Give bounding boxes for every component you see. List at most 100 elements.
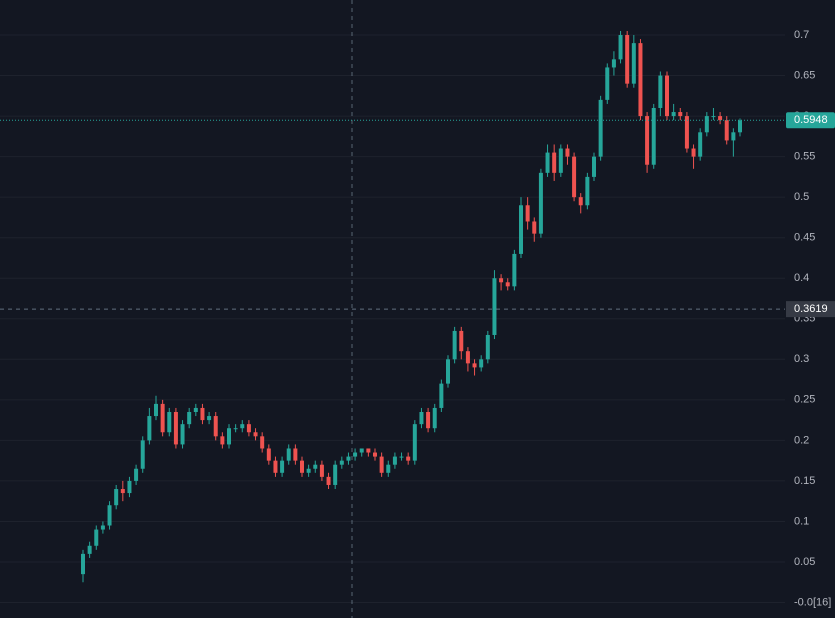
candle-body [313, 464, 318, 469]
candle-body [499, 278, 504, 283]
y-tick-label: 0.15 [794, 475, 815, 487]
candle-body [213, 416, 218, 437]
candle-body [651, 107, 656, 165]
y-tick-label: 0.7 [794, 29, 809, 41]
candle-body [379, 456, 384, 473]
candle-body [260, 436, 265, 449]
candle-body [140, 440, 145, 469]
candle-body [333, 464, 338, 485]
candle-body [691, 148, 696, 157]
candle-body [114, 489, 119, 506]
candle-body [452, 330, 457, 360]
candle-body [81, 553, 85, 575]
y-tick-label: 0.05 [794, 556, 815, 568]
candle-body [565, 148, 570, 157]
candle-body [227, 428, 231, 445]
candle-body [240, 424, 245, 429]
candle-body [532, 221, 537, 234]
candle-body [718, 116, 723, 121]
candle-body [519, 205, 523, 254]
candle-body [485, 334, 490, 360]
candle-body [280, 460, 285, 473]
candle-body [505, 282, 510, 287]
y-tick-label: -0.0[16] [794, 596, 831, 608]
y-tick-label: 0.65 [794, 69, 815, 81]
candle-body [492, 278, 497, 335]
candle-body [193, 407, 198, 412]
candle-body [704, 116, 709, 133]
candle-body [319, 464, 324, 477]
candle-body [684, 116, 689, 149]
y-tick-label: 0.1 [794, 515, 809, 527]
candle-body [724, 120, 729, 141]
candle-body [426, 412, 431, 429]
y-tick-label: 0.45 [794, 232, 815, 244]
candle-body [459, 330, 464, 352]
candle-body [286, 448, 291, 461]
candle-body [326, 476, 331, 485]
y-tick-label: 0.3 [794, 353, 809, 365]
candle-body [645, 116, 650, 165]
candle-body [611, 59, 616, 68]
candle-body [154, 403, 158, 417]
candle-body [731, 132, 736, 141]
candle-body [173, 412, 178, 445]
candle-body [160, 403, 165, 433]
candle-body [738, 120, 742, 133]
y-tick-label: 0.5 [794, 191, 809, 203]
candle-body [558, 148, 563, 173]
candle-body [373, 452, 377, 457]
candle-body [625, 35, 630, 84]
candle-body [220, 436, 225, 445]
candle-body [585, 176, 590, 206]
last-price-label: 0.5948 [794, 114, 828, 126]
candle-body [353, 452, 358, 457]
candle-body [592, 156, 596, 177]
candle-body [465, 351, 470, 364]
candle-body [127, 480, 132, 494]
candle-body [147, 416, 152, 441]
candle-body [300, 460, 304, 473]
candle-body [392, 456, 397, 465]
candle-body [233, 428, 238, 430]
candle-body [386, 464, 391, 473]
y-tick-label: 0.2 [794, 434, 809, 446]
candle-body [538, 172, 543, 234]
candle-body [120, 489, 125, 494]
crosshair-tag [786, 301, 835, 318]
y-tick-label: 0.55 [794, 151, 815, 163]
candle-body [187, 412, 192, 425]
candle-body [273, 460, 278, 473]
candle-body [406, 456, 411, 461]
candle-body [306, 468, 311, 473]
candle-body [618, 35, 623, 60]
candle-body [107, 505, 112, 526]
candle-body [439, 383, 444, 408]
candle-body [638, 43, 643, 117]
candle-body [246, 424, 251, 433]
crosshair-label: 0.3619 [794, 303, 828, 315]
candle-body [180, 424, 185, 445]
candle-body [293, 448, 298, 461]
candle-body [552, 152, 557, 173]
candle-body [525, 205, 530, 222]
candle-body [134, 468, 139, 481]
candle-body [266, 448, 271, 461]
candle-body [100, 525, 105, 530]
candle-body [512, 253, 517, 287]
candle-body [479, 359, 484, 368]
candle-body [207, 416, 212, 421]
candle-body [605, 67, 610, 100]
candle-body [412, 424, 417, 461]
candle-body [94, 529, 99, 546]
candle-body [167, 412, 172, 433]
candle-body [665, 75, 669, 117]
candle-body [545, 152, 550, 173]
candle-body [253, 432, 258, 437]
candle-body [87, 545, 92, 554]
candle-body [631, 43, 636, 84]
candle-body [572, 156, 577, 198]
candle-body [200, 407, 205, 421]
candle-body [698, 132, 703, 157]
